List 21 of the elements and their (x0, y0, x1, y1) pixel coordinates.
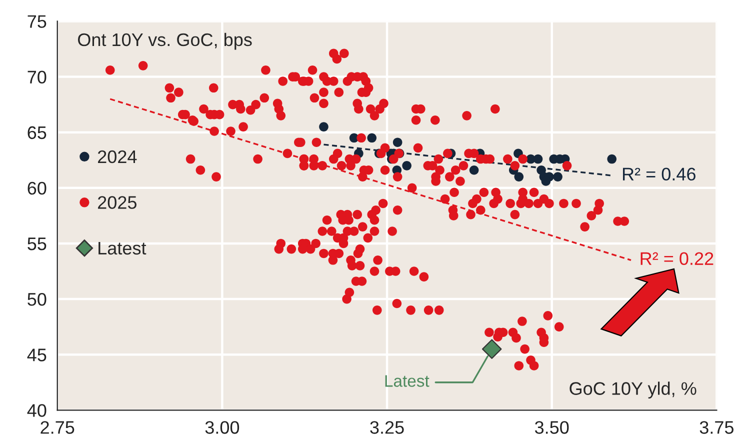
legend-label: 2025 (98, 196, 136, 209)
annotation: R² = 0.22 (640, 252, 714, 265)
y-tick-label: 70 (28, 70, 46, 84)
y-tick-label: 60 (28, 182, 46, 195)
x-tick-label: 3.00 (205, 421, 240, 434)
y-tick-label: 55 (28, 238, 46, 250)
y-axis-title: Ont 10Y vs. GoC, bps (78, 32, 252, 50)
annotation: Latest (385, 375, 430, 387)
y-tick-label: 75 (28, 15, 46, 28)
y-tick-label: 40 (27, 404, 46, 417)
x-tick-label: 3.50 (534, 421, 569, 434)
y-tick-label: 50 (28, 292, 46, 306)
x-tick-label: 3.75 (700, 421, 734, 434)
y-tick-label: 65 (28, 126, 46, 140)
legend-label: Latest (98, 242, 146, 255)
x-tick-label: 2.75 (40, 421, 74, 434)
y-tick-label: 45 (27, 348, 46, 362)
legend-label: 2024 (98, 150, 137, 164)
annotation: R² = 0.46 (622, 168, 696, 181)
x-tick-label: 3.25 (370, 421, 404, 434)
x-axis-title: GoC 10Y yld, % (570, 382, 696, 399)
